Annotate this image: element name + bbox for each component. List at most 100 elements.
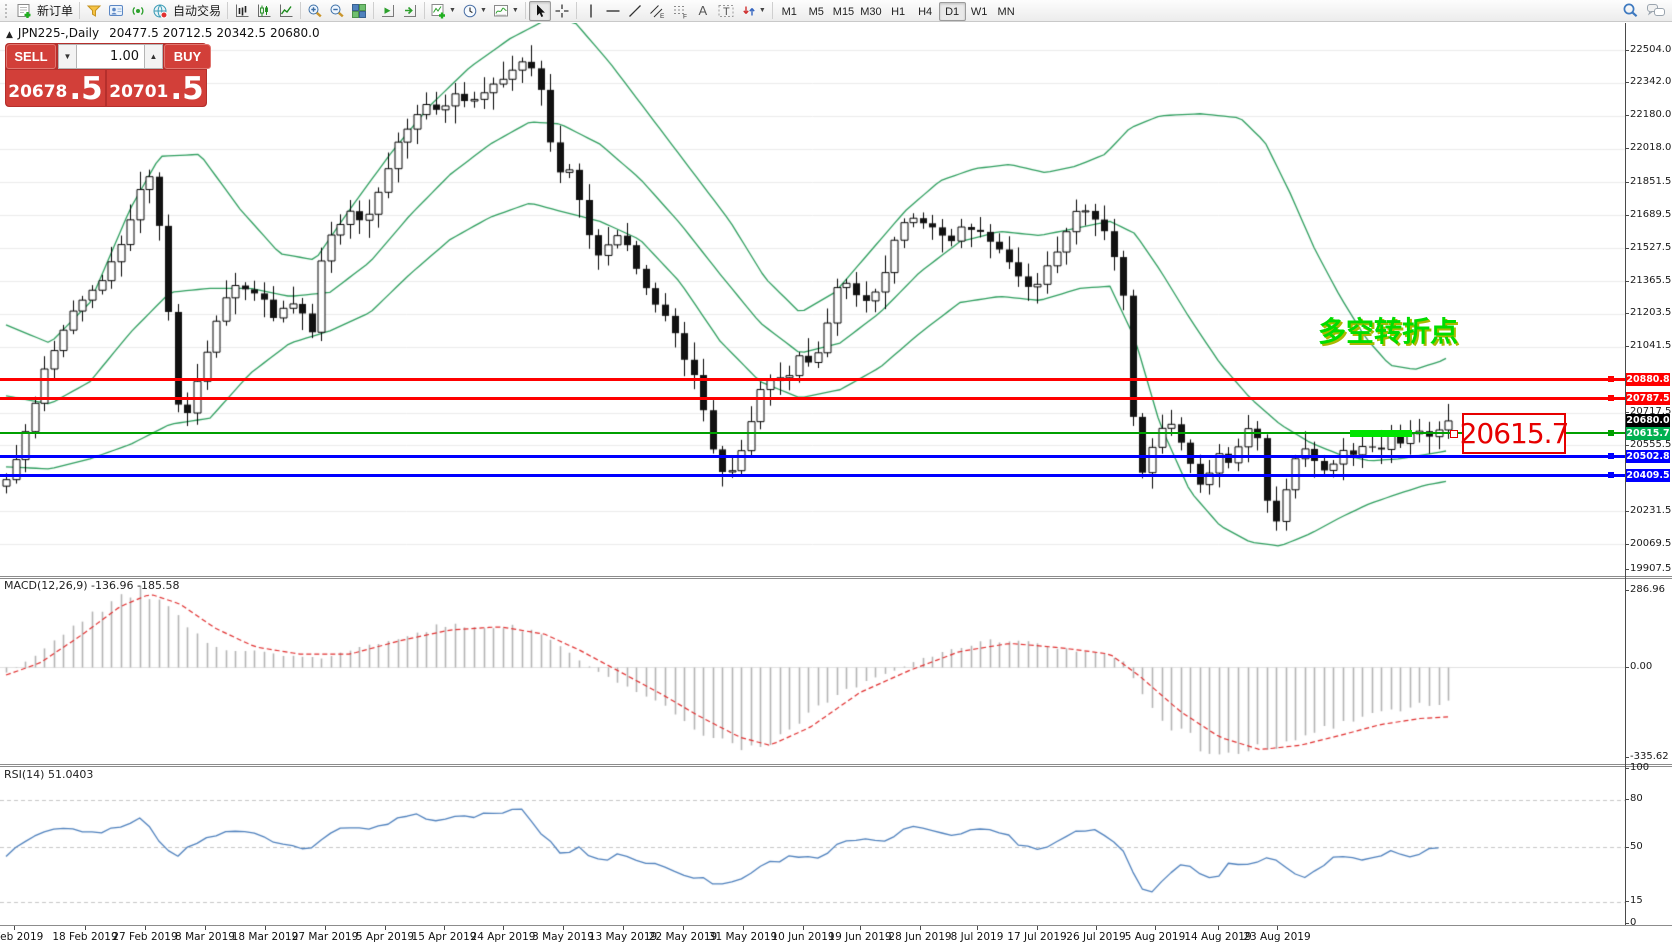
profile-button[interactable] xyxy=(105,1,127,21)
line-chart-button[interactable] xyxy=(275,1,297,21)
price-axis-label: 20717.5 xyxy=(1625,406,1672,418)
macd-axis-label: 286.96 xyxy=(1625,584,1672,595)
macd-pane-splitter[interactable] xyxy=(0,576,1672,579)
sell-button[interactable]: SELL xyxy=(6,44,56,69)
time-axis-label: 24 Apr 2019 xyxy=(470,931,536,943)
vertical-line-icon xyxy=(590,4,592,17)
buy-button[interactable]: BUY xyxy=(164,44,211,69)
crosshair-button[interactable] xyxy=(551,1,573,21)
horizontal-line-button[interactable] xyxy=(602,1,624,21)
horizontal-line-20615.7[interactable] xyxy=(0,432,1625,435)
indicators-dropdown-caret[interactable]: ▼ xyxy=(449,7,456,14)
time-axis-label: 10 Jun 2019 xyxy=(771,931,835,943)
trade-panel-buttons-row: SELL ▼ 1.00 ▲ BUY xyxy=(6,44,211,69)
volume-input[interactable]: 1.00 xyxy=(77,44,144,69)
chat-button[interactable] xyxy=(1643,1,1669,21)
volume-increase-button[interactable]: ▲ xyxy=(144,44,163,69)
time-axis-tick xyxy=(803,926,804,930)
time-axis-label: 28 Jun 2019 xyxy=(888,931,952,943)
autoscroll-button[interactable] xyxy=(377,1,399,21)
zoom-in-icon xyxy=(308,4,322,17)
arrows-dropdown-caret[interactable]: ▼ xyxy=(758,7,766,14)
periods-button[interactable]: ▼ xyxy=(459,1,490,21)
macd-axis-label: 0.00 xyxy=(1625,661,1672,672)
line-anchor-marker[interactable] xyxy=(1608,472,1614,479)
time-axis-label: 19 Jun 2019 xyxy=(828,931,892,943)
templates-button[interactable]: ▼ xyxy=(490,1,522,21)
signal-button[interactable] xyxy=(127,1,149,21)
horizontal-line-20880.8[interactable] xyxy=(0,377,1625,381)
timeframe-m30-button[interactable]: M30 xyxy=(857,2,884,21)
new-order-button[interactable]: 新订单 xyxy=(14,1,76,21)
vertical-line-button[interactable] xyxy=(580,1,602,21)
text-label-button[interactable]: T xyxy=(714,1,738,21)
time-axis-tick xyxy=(14,926,15,930)
text-button[interactable]: A xyxy=(692,1,714,21)
time-axis-label: 22 May 2019 xyxy=(648,931,718,943)
one-click-trading-panel: SELL ▼ 1.00 ▲ BUY 20678 .5 20701 .5 xyxy=(5,43,211,107)
tile-windows-button[interactable] xyxy=(348,1,370,21)
search-button[interactable] xyxy=(1619,1,1643,21)
time-axis-tick xyxy=(623,926,624,930)
buy-price[interactable]: 20701 .5 xyxy=(107,70,206,106)
price-axis-label: 21851.5 xyxy=(1625,175,1672,187)
zoom-out-button[interactable] xyxy=(326,1,348,21)
line-anchor-marker[interactable] xyxy=(1608,430,1614,437)
templates-dropdown-caret[interactable]: ▼ xyxy=(511,7,519,14)
timeframe-mn-button[interactable]: MN xyxy=(993,2,1020,21)
highlighted-level-segment[interactable] xyxy=(1350,429,1412,437)
sell-price-base: 20678 xyxy=(8,81,68,102)
timeframe-m5-button[interactable]: M5 xyxy=(803,2,830,21)
sell-price-big-digits: .5 xyxy=(69,71,103,107)
timeframe-h4-button[interactable]: H4 xyxy=(912,2,939,21)
timeframe-m15-button[interactable]: M15 xyxy=(830,2,857,21)
cursor-button[interactable] xyxy=(528,0,551,21)
toolbar-grip[interactable] xyxy=(5,3,10,18)
callout-anchor-marker[interactable] xyxy=(1450,430,1458,439)
timeframe-h1-button[interactable]: H1 xyxy=(885,2,912,21)
time-axis-tick xyxy=(1155,926,1156,930)
candles-chart-button[interactable] xyxy=(253,1,275,21)
price-axis-label: 20069.5 xyxy=(1625,537,1672,549)
fibonacci-button[interactable]: F xyxy=(669,1,692,21)
zoom-in-button[interactable] xyxy=(304,1,326,21)
arrows-button[interactable]: ▼ xyxy=(738,1,769,21)
periods-dropdown-caret[interactable]: ▼ xyxy=(479,7,487,14)
time-axis-label: 15 Apr 2019 xyxy=(411,931,477,943)
main-price-chart[interactable] xyxy=(0,23,1625,576)
timeframe-d1-button[interactable]: D1 xyxy=(938,2,966,22)
price-axis-label: 22018.0 xyxy=(1625,142,1672,154)
horizontal-line-20409.5[interactable] xyxy=(0,473,1625,477)
high-value: 20712.5 xyxy=(162,26,213,40)
horizontal-line-20502.8[interactable] xyxy=(0,454,1625,458)
shift-chart-button[interactable] xyxy=(399,1,421,21)
sell-price[interactable]: 20678 .5 xyxy=(6,70,105,106)
line-anchor-marker[interactable] xyxy=(1608,395,1614,402)
macd-pane[interactable] xyxy=(0,579,1625,764)
time-axis-label: 13 May 2019 xyxy=(588,931,658,943)
collapse-panel-icon[interactable]: ▲ xyxy=(6,30,13,40)
horizontal-line-20787.5[interactable] xyxy=(0,396,1625,400)
trade-panel-prices-row: 20678 .5 20701 .5 xyxy=(6,70,206,106)
indicators-button[interactable]: ▼ xyxy=(428,1,459,21)
time-axis-label: 17 Jul 2019 xyxy=(1007,931,1067,943)
price-level-callout[interactable]: 20615.7 xyxy=(1460,413,1569,454)
rsi-pane[interactable] xyxy=(0,767,1625,925)
timeframe-m1-button[interactable]: M1 xyxy=(776,2,803,21)
bars-chart-button[interactable] xyxy=(231,1,253,21)
toolbar-separator xyxy=(524,2,526,19)
rsi-axis-label: 80 xyxy=(1625,793,1672,804)
channel-button[interactable]: E xyxy=(646,1,669,21)
trendline-button[interactable] xyxy=(624,1,646,21)
timeframe-w1-button[interactable]: W1 xyxy=(966,2,993,21)
volume-decrease-button[interactable]: ▼ xyxy=(58,44,77,69)
autotrade-button[interactable]: 自动交易 xyxy=(149,1,224,21)
line-anchor-marker[interactable] xyxy=(1608,376,1614,383)
price-axis-label: 20555.5 xyxy=(1625,438,1672,450)
annotation-text[interactable]: 多空转折点 xyxy=(1318,315,1459,348)
low-value: 20342.5 xyxy=(216,26,266,40)
funnel-button[interactable] xyxy=(83,1,105,21)
rsi-pane-splitter[interactable] xyxy=(0,764,1672,767)
line-anchor-marker[interactable] xyxy=(1608,453,1614,460)
